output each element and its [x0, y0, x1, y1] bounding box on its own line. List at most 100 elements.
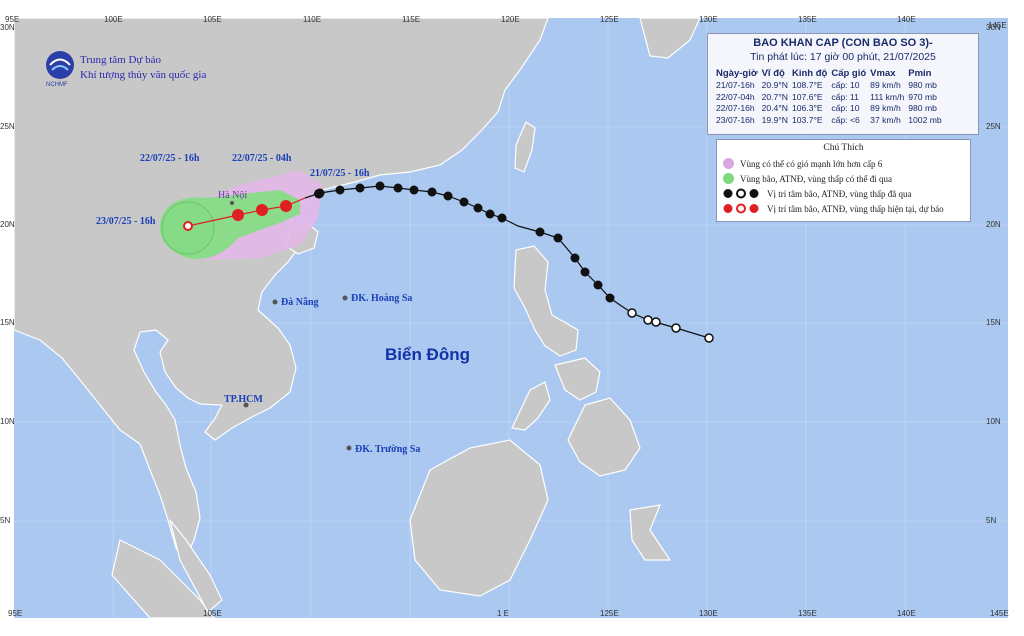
place-label-hcm: TP.HCM — [224, 394, 263, 405]
table-cell: 111 km/h — [870, 91, 905, 102]
tick-label: 110E — [303, 15, 321, 24]
tick-label: 25N — [986, 122, 1001, 131]
organization-name-line2: Khí tượng thủy văn quốc gia — [80, 69, 207, 81]
table-cell: 37 km/h — [870, 114, 901, 125]
tick-label: 20N — [0, 220, 15, 229]
bulletin-box: BAO KHAN CAP (CON BAO SO 3)- Tin phát lú… — [707, 33, 979, 135]
city-dot — [243, 402, 249, 408]
table-cell: 20.9°N — [761, 80, 788, 90]
tick-label: 130E — [699, 15, 718, 24]
forecast-label: 23/07/25 - 16h — [96, 216, 156, 227]
city-dot — [272, 299, 278, 305]
table-cell: cấp: <6 — [831, 114, 860, 125]
table-cell: 21/07-16h — [716, 80, 755, 90]
tick-label: 10N — [0, 417, 15, 426]
table-cell: 980 mb — [908, 80, 937, 90]
column-header: Cấp gió — [831, 68, 867, 79]
table-cell: 107.6°E — [791, 91, 823, 102]
tick-label: 1 E — [497, 609, 509, 618]
legend-item: Vị trí tâm bão, ATNĐ, vùng thấp hiện tại… — [723, 203, 944, 214]
organization-name-line1: Trung tâm Dự báo — [80, 54, 162, 66]
graticule — [14, 18, 1008, 618]
forecast-label: 22/07/25 - 16h — [140, 153, 200, 164]
tick-label: 5N — [986, 516, 996, 525]
past-depression-marker — [627, 308, 637, 318]
past-storm-marker — [443, 191, 453, 201]
bulletin-table: Ngày-giờ Vĩ độ Kinh độ Cấp gió Vmax Pmin… — [714, 68, 944, 126]
legend-label: Vùng có thể có gió mạnh lớn hơn cấp 6 — [740, 158, 883, 169]
table-cell: cấp: 11 — [831, 91, 859, 102]
column-header: Pmin — [908, 68, 932, 79]
column-header: Kinh độ — [791, 68, 828, 79]
table-cell: 22/07-04h — [716, 91, 755, 102]
tick-label: 105E — [203, 609, 222, 618]
table-cell: 980 mb — [908, 103, 937, 113]
tick-label: 20N — [986, 220, 1001, 229]
table-row: 22/07-04h 20.7°N 107.6°E cấp: 11 111 km/h 970… — [714, 92, 944, 104]
tick-label: 145E — [990, 609, 1009, 618]
table-cell: 108.7°E — [791, 80, 823, 90]
sea-label: Biển Đông — [385, 345, 470, 364]
tick-label: 15N — [986, 318, 1001, 327]
table-row: 22/07-16h 20.4°N 106.3°E cấp: 10 89 km/h 980 … — [714, 103, 944, 115]
legend-title: Chú Thích — [823, 143, 864, 153]
forecast-center-symbols-icon — [723, 203, 759, 214]
tick-label: 125E — [600, 15, 619, 24]
past-center-symbols-icon — [723, 188, 759, 199]
forecast-label: 21/07/25 - 16h — [310, 168, 370, 179]
past-storm-marker — [535, 227, 545, 237]
tick-label: 125E — [600, 609, 619, 618]
bulletin-issued: Tin phát lúc: 17 giờ 00 phút, 21/07/2025 — [750, 51, 936, 63]
bulletin-title: BAO KHAN CAP (CON BAO SO 3)- — [753, 37, 933, 49]
past-storm-marker — [459, 197, 469, 207]
tick-label: 130E — [699, 609, 718, 618]
forecast-center-22-16h — [232, 209, 244, 221]
tick-label: 140E — [897, 15, 916, 24]
tick-label: 30N — [986, 23, 1001, 32]
place-label-hoangsa: ĐK. Hoàng Sa — [351, 293, 412, 304]
place-label-hanoi: Hà Nội — [218, 190, 247, 201]
nchmf-logo: NCHMF — [46, 51, 74, 88]
forecast-center-current — [280, 200, 292, 212]
past-storm-marker — [553, 233, 563, 243]
table-cell: cấp: 10 — [831, 103, 860, 113]
city-dot — [342, 295, 348, 301]
past-storm-marker — [593, 280, 603, 290]
past-storm-marker — [580, 267, 590, 277]
lon-ticks-bottom: 95E 105E 1 E 125E 130E 135E 140E 145E — [8, 609, 1009, 618]
place-label-truongsa: ĐK. Trường Sa — [355, 444, 420, 455]
place-label-danang: Đà Nẵng — [281, 297, 319, 308]
tick-label: 140E — [897, 609, 916, 618]
tick-label: 115E — [402, 15, 420, 24]
lat-ticks: 30N 25N 20N 15N 10N 5N 30N 25N 20N 15N 1… — [0, 23, 1001, 525]
forecast-center-23-16h — [183, 221, 193, 231]
legend-label: Vị trí tâm bão, ATNĐ, vùng thấp hiện tại… — [767, 203, 944, 214]
table-cell: 103.7°E — [791, 114, 823, 125]
past-storm-marker — [315, 188, 325, 198]
forecast-center-22-04h — [256, 204, 268, 216]
past-storm-marker — [427, 187, 437, 197]
column-header: Vmax — [870, 68, 896, 79]
legend-item: Vị trí tâm bão, ATNĐ, vùng thấp đã qua — [723, 188, 911, 199]
past-storm-marker — [485, 209, 495, 219]
tick-label: 100E — [104, 15, 123, 24]
table-cell: 20.4°N — [761, 103, 788, 113]
tick-label: 10N — [986, 417, 1001, 426]
legend-label: Vị trí tâm bão, ATNĐ, vùng thấp đã qua — [767, 188, 912, 199]
past-storm-marker — [497, 213, 507, 223]
tick-label: 95E — [5, 15, 19, 24]
past-track-markers — [315, 181, 714, 343]
table-cell: 20.7°N — [761, 91, 788, 102]
table-cell: 89 km/h — [870, 103, 901, 113]
tick-label: 15N — [0, 318, 15, 327]
column-header: Ngày-giờ — [716, 68, 758, 79]
legend-label: Vùng bão, ATNĐ, vùng thấp có thể đi qua — [740, 173, 892, 184]
tick-label: 120E — [501, 15, 520, 24]
table-cell: 106.3°E — [791, 103, 823, 113]
tick-label: 25N — [0, 122, 15, 131]
map-legend: Chú Thích Vùng có thể có gió mạnh lớn hơ… — [716, 139, 971, 222]
past-depression-marker — [671, 323, 681, 333]
past-depression-marker — [651, 317, 661, 327]
lon-ticks-top: 95E 100E 105E 110E 115E 120E 125E 130E 1… — [5, 15, 1007, 30]
past-storm-marker — [605, 293, 615, 303]
